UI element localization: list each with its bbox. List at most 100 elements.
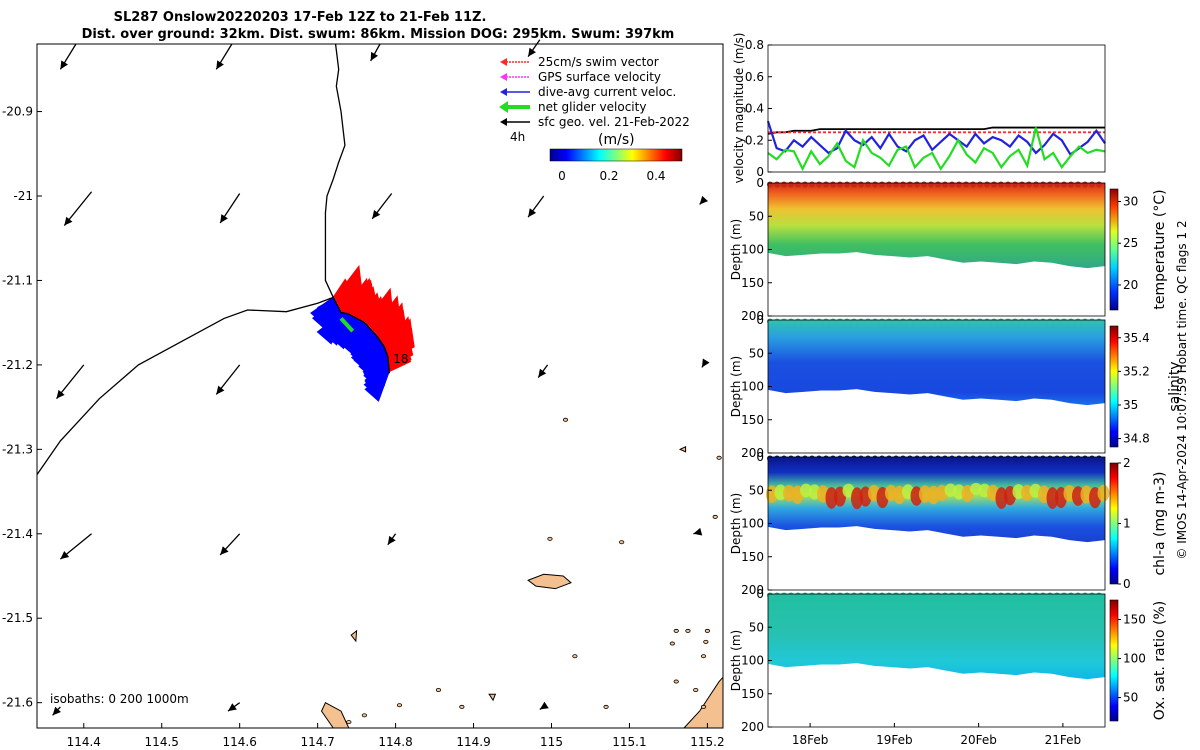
dive-top-marker [816,592,822,599]
dive-top-marker [823,592,829,599]
colorbar-ticklabel: 35.2 [1123,364,1150,378]
map-x-ticklabel: 115.2 [690,735,724,749]
dive-top-marker [991,318,997,325]
dive-top-marker [900,318,906,325]
dive-top-marker [935,181,941,188]
reef-dot [712,514,718,519]
section-y-ticklabel: 50 [749,346,764,360]
dive-top-marker [809,592,815,599]
reef-dot [703,639,709,644]
dive-top-marker [963,455,969,462]
section-y-ticklabel: 150 [741,687,764,701]
section-y-ticklabel: 50 [749,620,764,634]
reef-dot [562,417,569,422]
map-y-ticklabel: -21.5 [2,611,33,625]
dive-top-marker [837,455,843,462]
section-panel-salinity: 0 50 100 150 200 Depth (m) 34.8 35 35.2 35.4 salin… [729,313,1183,460]
dive-top-marker [1096,455,1102,462]
dive-top-marker [872,181,878,188]
dive-top-marker [1012,318,1018,325]
dive-top-marker [865,318,871,325]
section-ylabel: Depth (m) [729,356,743,417]
dive-top-marker [879,592,885,599]
section-data-fill [768,183,1105,269]
dive-top-marker [788,318,794,325]
current-vector [364,370,391,402]
island [350,629,358,643]
dive-top-marker [942,455,948,462]
dive-top-marker [1005,592,1011,599]
dive-top-marker [1012,181,1018,188]
dive-top-marker [1047,318,1053,325]
dive-top-marker [872,318,878,325]
dive-top-marker [893,455,899,462]
dive-top-marker [1096,318,1102,325]
dive-top-marker [886,455,892,462]
section-x-ticks: 18Feb 19Feb 20Feb 21Feb [792,723,1081,747]
section-y-ticklabel: 200 [741,720,764,734]
dive-top-marker [1005,455,1011,462]
section-x-ticklabel: 20Feb [960,733,997,747]
legend-label-net: net glider velocity [538,100,646,114]
section-y-ticklabel: 200 [741,309,764,323]
colorbar-ticklabel: 25 [1123,236,1138,250]
section-y-ticklabel: 100 [741,380,764,394]
dive-top-marker [1005,318,1011,325]
dive-top-marker [991,455,997,462]
dive-top-marker [900,181,906,188]
dive-top-marker [1012,592,1018,599]
dive-top-marker [1096,592,1102,599]
dive-top-marker [781,455,787,462]
colorbar-ticklabel: 35 [1123,398,1138,412]
section-colorbar [1109,599,1119,722]
section-panel-oxygen: 0 50 100 150 200 Depth (m) 50 100 150 Ox. sat. ra… [729,587,1168,734]
dive-top-marker [956,318,962,325]
geo-arrow-head [372,209,381,219]
dive-top-marker [998,455,1004,462]
dive-top-marker [1026,181,1032,188]
section-y-ticklabel: 150 [741,276,764,290]
dive-top-marker [858,318,864,325]
dive-top-marker [1019,181,1025,188]
section-colorbar [1109,188,1119,311]
dive-top-marker [802,181,808,188]
reef-dot [673,628,679,633]
velocity-y-ticklabel: 0.2 [745,133,764,147]
dive-top-marker [970,181,976,188]
colorbar-ticklabel: 2 [1123,456,1131,470]
dive-top-marker [900,592,906,599]
geo-arrow-head [52,706,61,716]
geo-arrow-head [693,527,703,536]
dive-top-marker [809,318,815,325]
dive-top-marker [1026,592,1032,599]
legend-current-velocity: dive-avg current veloc. [500,85,676,99]
chart-title-line1: SL287 Onslow20220203 17-Feb 12Z to 21-Fe… [114,10,487,25]
dive-top-marker [963,181,969,188]
map-x-ticklabel: 114.8 [378,735,412,749]
colorbar-ticklabel: 0 [1123,577,1131,591]
isobaths-label: isobaths: 0 200 1000m [50,692,189,706]
section-y-ticklabel: 100 [741,517,764,531]
section-y-ticklabel: 50 [749,483,764,497]
colorbar-ticklabel: 20 [1123,278,1138,292]
dive-top-marker [802,592,808,599]
reef-dot [673,679,679,684]
colorbar-unit-label: (m/s) [598,132,635,148]
dive-top-marker [893,592,899,599]
geo-arrow-head [220,546,229,555]
map-x-ticklabel: 114.7 [300,735,334,749]
legend-geo-velocity: sfc geo. vel. 21-Feb-2022 [500,115,690,129]
geo-arrow-head [701,358,710,368]
dive-top-marker [774,455,780,462]
dive-top-marker [907,455,913,462]
dive-top-marker [921,455,927,462]
section-colorbar-label: temperature (°C) [1152,189,1168,309]
dive-top-marker [1068,592,1074,599]
dive-top-marker [774,181,780,188]
dive-top-marker [1054,181,1060,188]
colorbar-ticklabel: 150 [1123,613,1146,627]
geo-arrow-head [216,385,225,395]
section-y-ticklabel: 0 [756,313,764,327]
map-x-ticklabel: 114.9 [456,735,490,749]
colorbar-ticklabel: 100 [1123,652,1146,666]
